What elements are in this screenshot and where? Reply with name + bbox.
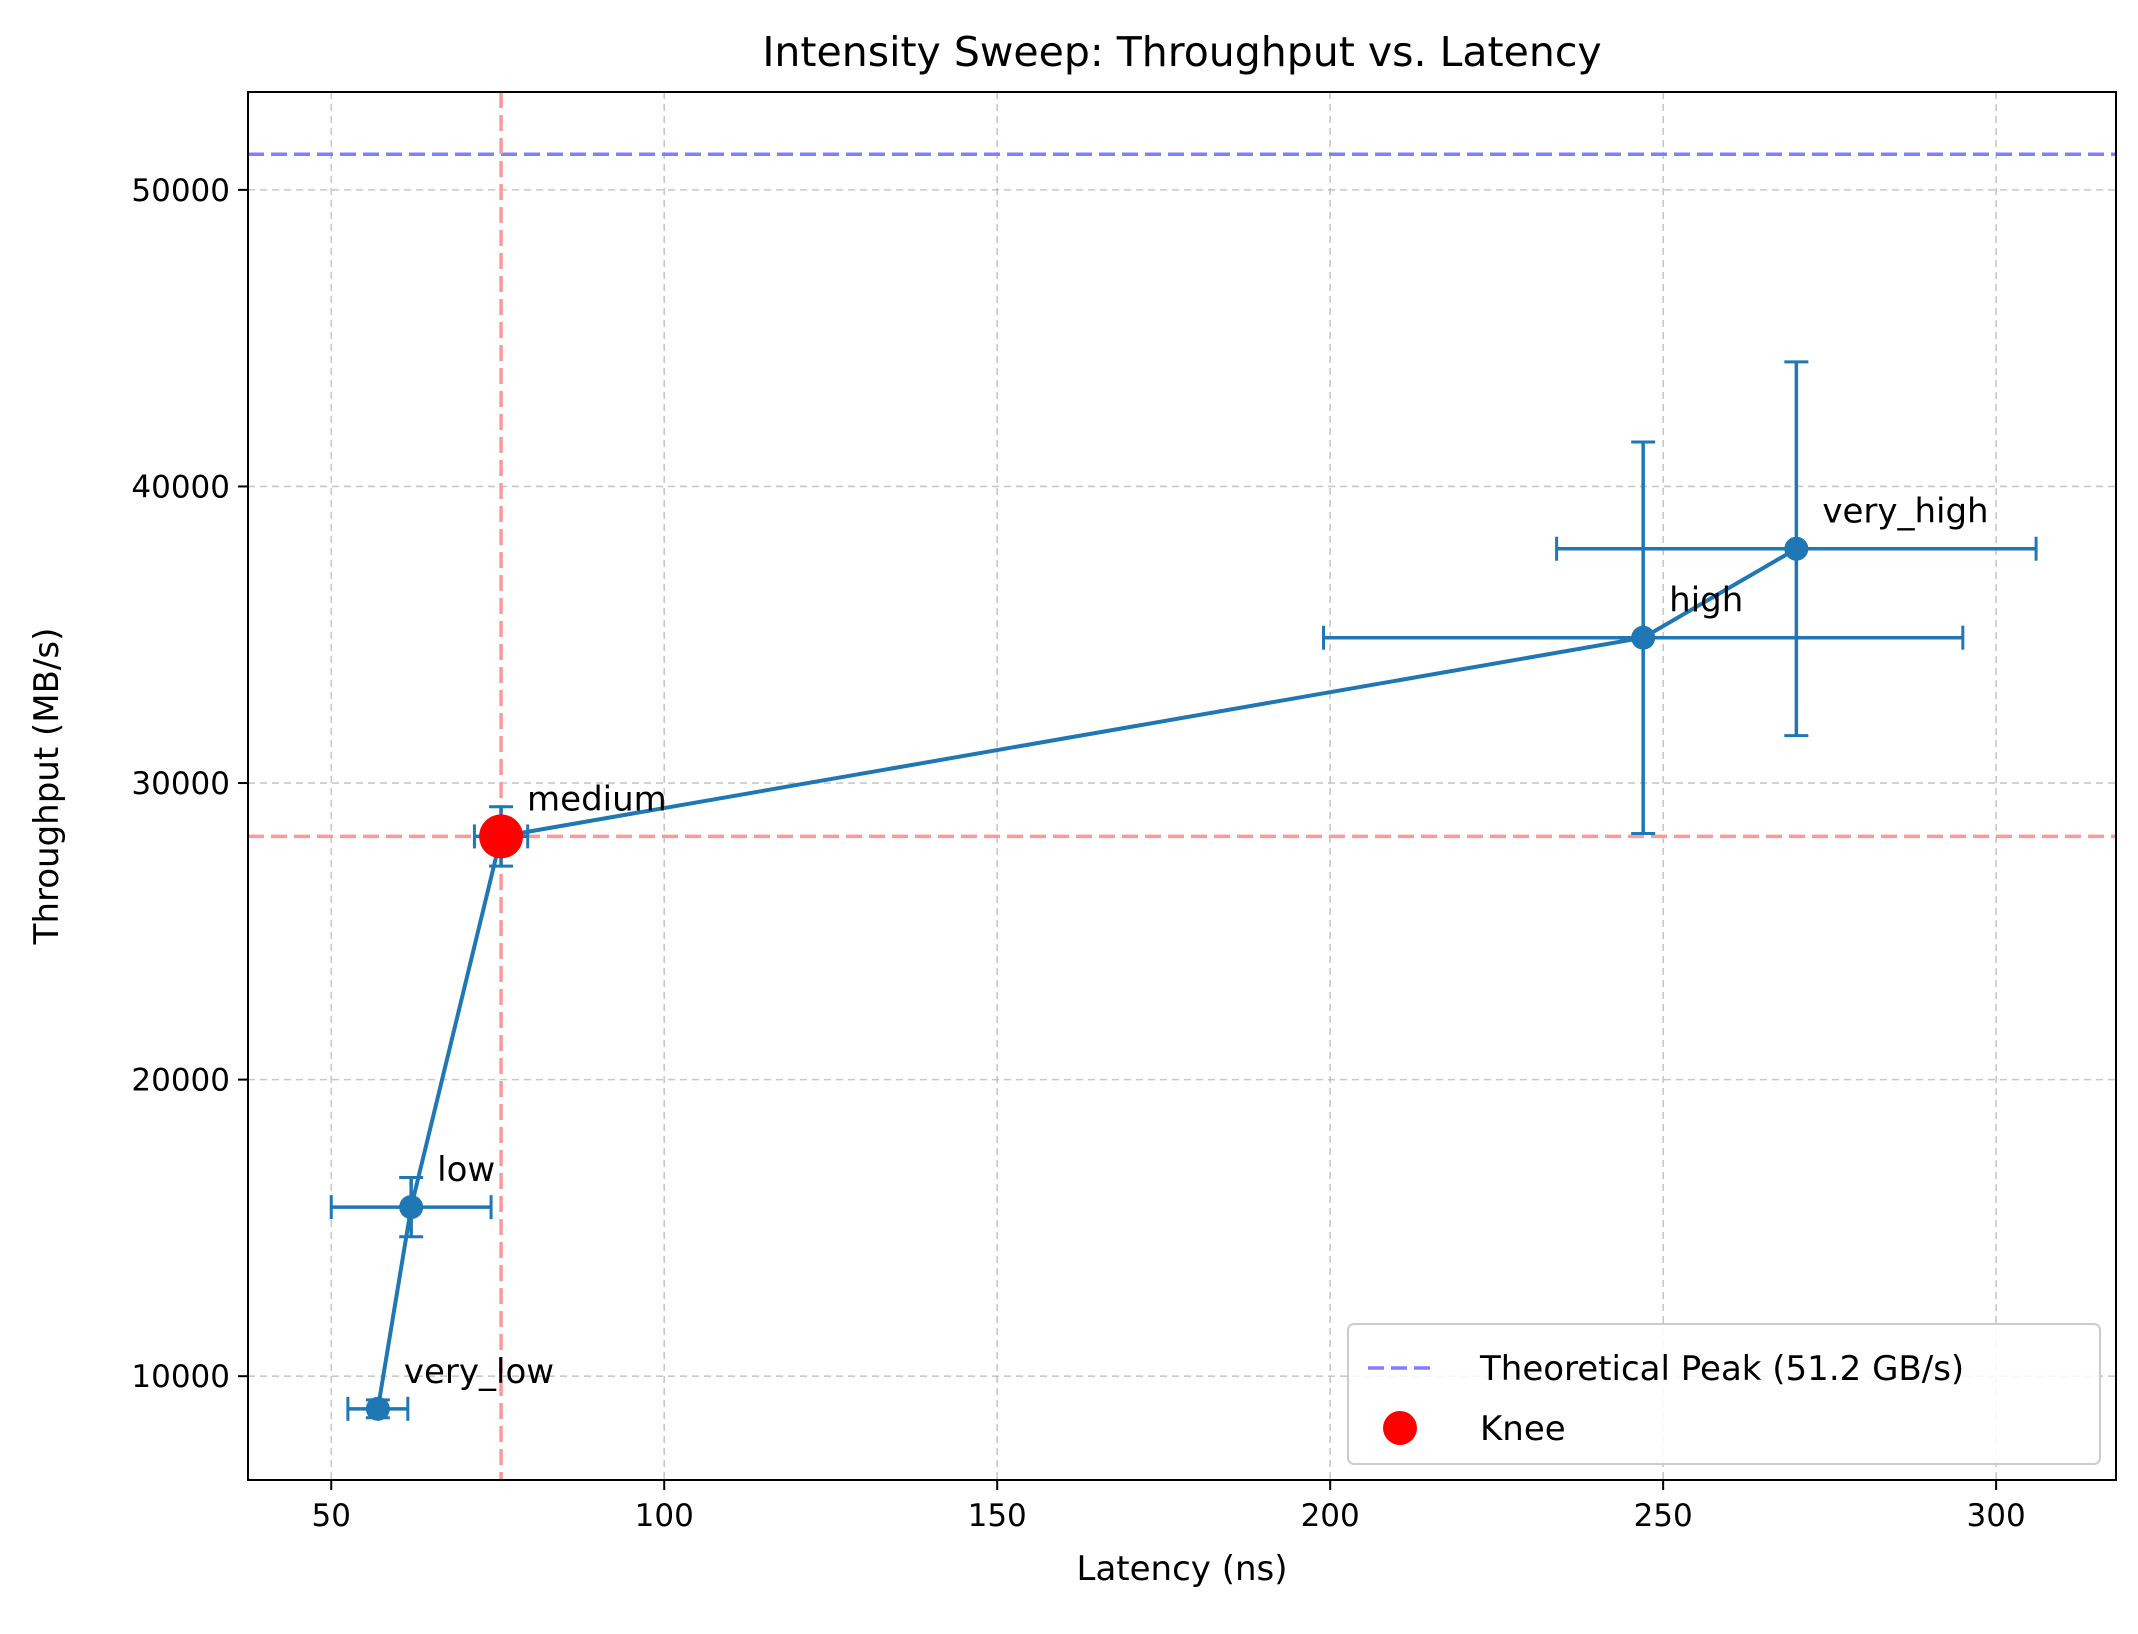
y-tick-label: 40000 (131, 469, 230, 505)
x-axis-label: Latency (ns) (1077, 1549, 1288, 1589)
y-axis-label: Throughput (MB/s) (27, 628, 67, 946)
legend: Theoretical Peak (51.2 GB/s) Knee (1347, 1323, 2101, 1465)
point-label-medium: medium (527, 779, 667, 819)
point-label-very_low: very_low (404, 1352, 554, 1392)
error-bar-low (329, 1175, 493, 1239)
legend-peak-label: Theoretical Peak (51.2 GB/s) (1479, 1349, 1964, 1389)
point-label-very_high: very_high (1822, 492, 1988, 532)
x-tick-label: 100 (635, 1498, 694, 1534)
x-tick-label: 150 (968, 1498, 1027, 1534)
y-tick-label: 20000 (131, 1063, 230, 1099)
knee-marker (479, 814, 524, 859)
grid (248, 92, 2116, 1480)
annotations: very_low low medium high very_high (404, 492, 1989, 1392)
data-point-low (399, 1195, 424, 1220)
chart-title: Intensity Sweep: Throughput vs. Latency (762, 28, 1601, 76)
x-tick-label: 50 (312, 1498, 351, 1534)
data-point-high (1631, 625, 1656, 650)
data-point-very_high (1784, 536, 1809, 561)
reference-lines (248, 92, 2116, 1480)
x-tick-label: 300 (1967, 1498, 2026, 1534)
plot-frame (247, 91, 2117, 1481)
ticks: 50 100 150 200 250 300 10000 20000 30000 40000 500… (131, 173, 2025, 1534)
legend-knee-swatch (1383, 1411, 1417, 1445)
x-tick-label: 200 (1301, 1498, 1360, 1534)
y-tick-label: 50000 (131, 173, 230, 209)
data-series (329, 360, 2038, 1421)
legend-box (1347, 1323, 2101, 1465)
y-tick-label: 10000 (131, 1359, 230, 1395)
legend-knee-label: Knee (1480, 1409, 1566, 1449)
point-label-low: low (437, 1150, 495, 1190)
x-tick-label: 250 (1634, 1498, 1693, 1534)
data-point-very_low (365, 1396, 390, 1421)
point-label-high: high (1669, 581, 1743, 621)
y-tick-label: 30000 (131, 766, 230, 802)
